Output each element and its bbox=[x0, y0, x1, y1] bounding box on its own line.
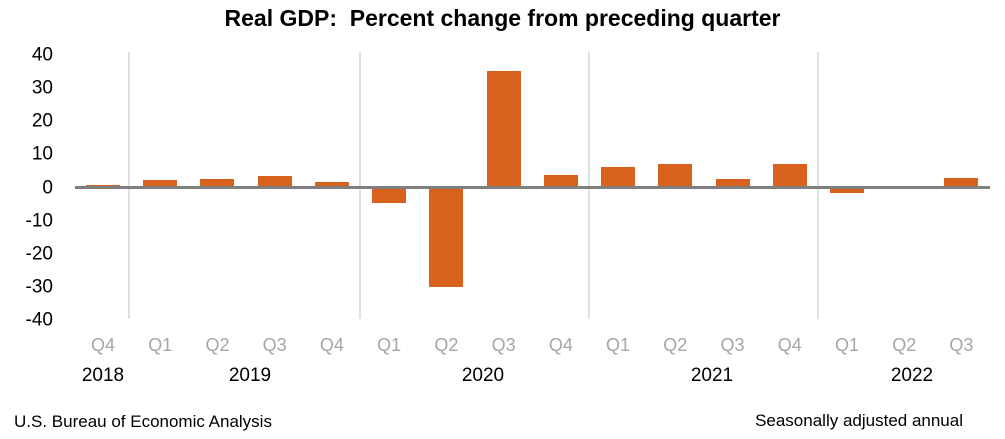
quarter-label-2022-Q2: Q2 bbox=[892, 335, 917, 355]
quarter-label-2020-Q4: Q4 bbox=[548, 335, 573, 355]
y-axis-tick--40: -40 bbox=[25, 309, 53, 331]
y-axis-tick-10: 10 bbox=[31, 143, 53, 165]
quarter-label-2022-Q1: Q1 bbox=[834, 335, 859, 355]
bar-2021-Q2 bbox=[658, 164, 693, 188]
y-axis-tick-0: 0 bbox=[42, 177, 53, 198]
bar-2022-Q1 bbox=[829, 187, 864, 193]
quarter-label-2019-Q4: Q4 bbox=[319, 335, 344, 355]
bar-2021-Q3 bbox=[715, 178, 750, 188]
year-label-2019: 2019 bbox=[228, 365, 272, 386]
quarter-label-2021-Q2: Q2 bbox=[663, 335, 688, 355]
gridline-year-boundary-2021 bbox=[587, 52, 590, 319]
zero-axis-line bbox=[75, 186, 990, 189]
quarter-label-2021-Q1: Q1 bbox=[606, 335, 631, 355]
bar-2019-Q1 bbox=[143, 180, 178, 188]
quarter-label-2020-Q1: Q1 bbox=[377, 335, 402, 355]
bar-2019-Q2 bbox=[200, 178, 235, 188]
bar-2019-Q3 bbox=[257, 175, 292, 188]
gridline-year-boundary-2020 bbox=[358, 52, 361, 319]
quarter-label-2019-Q3: Q3 bbox=[262, 335, 287, 355]
quarter-label-2022-Q3: Q3 bbox=[949, 335, 974, 355]
y-axis-tick--10: -10 bbox=[25, 210, 53, 232]
quarter-label-2019-Q1: Q1 bbox=[148, 335, 173, 355]
gridline-year-boundary-2019 bbox=[128, 52, 130, 319]
quarter-label-2018-Q4: Q4 bbox=[90, 335, 115, 355]
quarter-label-2020-Q2: Q2 bbox=[434, 335, 459, 355]
bar-2020-Q1 bbox=[372, 187, 407, 203]
y-axis-tick--20: -20 bbox=[25, 243, 53, 265]
chart-title: Real GDP: Percent change from preceding … bbox=[224, 5, 781, 31]
bar-2021-Q4 bbox=[772, 164, 807, 188]
y-axis-tick-30: 30 bbox=[31, 77, 53, 99]
year-label-2022: 2022 bbox=[890, 365, 934, 386]
y-axis-tick-40: 40 bbox=[31, 44, 53, 66]
bar-2020-Q4 bbox=[543, 174, 578, 188]
bar-2020-Q3 bbox=[486, 70, 521, 188]
year-label-2021: 2021 bbox=[690, 365, 734, 386]
bar-2022-Q3 bbox=[944, 177, 979, 188]
bar-2020-Q2 bbox=[429, 187, 464, 287]
year-label-2018: 2018 bbox=[81, 365, 125, 386]
quarter-label-2020-Q3: Q3 bbox=[491, 335, 516, 355]
year-label-2020: 2020 bbox=[461, 365, 505, 386]
y-axis-tick--30: -30 bbox=[25, 276, 53, 298]
source-attribution: U.S. Bureau of Economic Analysis bbox=[14, 412, 272, 431]
quarter-label-2021-Q3: Q3 bbox=[720, 335, 745, 355]
quarter-label-2019-Q2: Q2 bbox=[205, 335, 230, 355]
quarter-label-2021-Q4: Q4 bbox=[777, 335, 802, 355]
gridline-year-boundary-2022 bbox=[816, 52, 819, 319]
seasonal-adjustment-note: Seasonally adjusted annual bbox=[755, 411, 963, 430]
y-axis-tick-20: 20 bbox=[31, 110, 53, 132]
bar-2019-Q4 bbox=[314, 181, 349, 188]
bar-2021-Q1 bbox=[601, 166, 636, 188]
